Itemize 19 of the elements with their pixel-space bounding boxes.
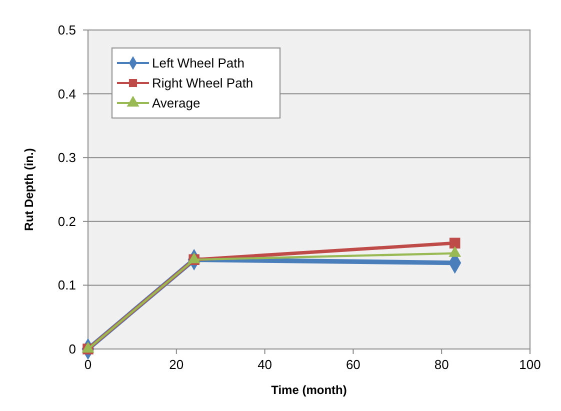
y-tick-label: 0 xyxy=(68,342,76,356)
y-tick-label: 0.4 xyxy=(58,86,76,102)
x-tick-label: 40 xyxy=(258,357,272,372)
x-tick-label: 80 xyxy=(434,357,449,372)
point xyxy=(448,246,461,257)
x-tick-label: 20 xyxy=(169,357,184,372)
y-tick-label: 0.3 xyxy=(58,150,76,166)
legend-label: Average xyxy=(152,96,200,110)
x-tick-label: 60 xyxy=(346,357,360,372)
legend-label: Left Wheel Path xyxy=(152,56,244,70)
y-axis-title: Rut Depth (in.) xyxy=(22,148,36,231)
x-axis-title: Time (month) xyxy=(271,383,347,397)
legend-label: Right Wheel Path xyxy=(152,76,254,90)
y-tick-label: 0.1 xyxy=(58,278,76,293)
point xyxy=(449,238,460,248)
x-tick-label: 100 xyxy=(519,357,541,372)
y-tick-label: 0.5 xyxy=(58,22,76,38)
x-tick-label: 0 xyxy=(84,357,92,372)
y-tick-label: 0.2 xyxy=(58,214,76,229)
